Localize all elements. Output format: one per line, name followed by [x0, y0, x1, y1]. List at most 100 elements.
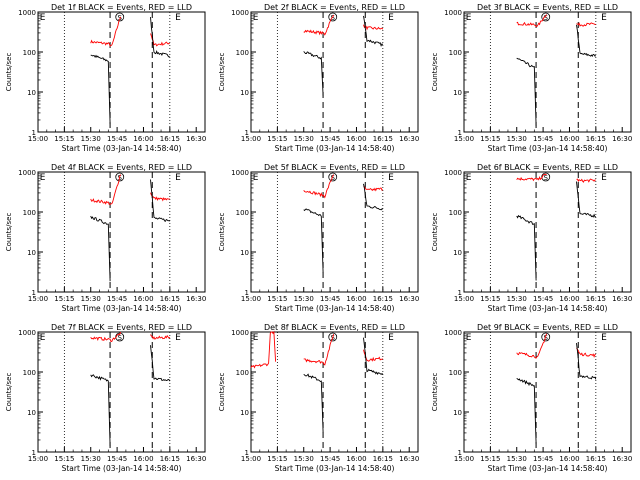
events-series-line	[150, 179, 171, 222]
x-tick-label: 16:00	[346, 135, 366, 143]
x-axis-label: Start Time (03-Jan-14 14:58:40)	[488, 464, 608, 473]
x-tick-label: 16:15	[160, 135, 180, 143]
y-tick-label: 100	[236, 369, 249, 377]
y-tick-label: 1	[32, 129, 36, 137]
s-marker: S	[331, 14, 336, 22]
x-tick-label: 15:45	[533, 455, 553, 463]
y-tick-label: 1000	[231, 9, 249, 17]
e-marker: E	[388, 333, 394, 343]
e-marker: E	[601, 173, 607, 183]
y-tick-label: 100	[23, 369, 36, 377]
y-tick-label: 1000	[18, 329, 36, 337]
events-series-line	[576, 181, 596, 218]
y-tick-label: 1	[32, 289, 36, 297]
events-series-line	[150, 345, 171, 382]
x-tick-label: 15:45	[320, 135, 340, 143]
x-tick-label: 15:45	[320, 295, 340, 303]
s-marker: S	[118, 174, 123, 182]
y-axis-label: Counts/sec	[218, 53, 226, 92]
lld-series-line	[576, 22, 596, 27]
lld-series-line	[516, 333, 548, 359]
plot-frame	[37, 11, 206, 133]
panel-det-6: Det 6f BLACK = Events, RED = LLD 1 10 100 10…	[431, 163, 632, 313]
events-series-line	[516, 57, 537, 126]
y-tick-label: 10	[240, 249, 249, 257]
plot-frame	[37, 331, 206, 453]
y-tick-label: 100	[449, 49, 462, 57]
panel-det-8: Det 8f BLACK = Events, RED = LLD 1 10 100 10…	[218, 323, 419, 473]
x-tick-label: 16:15	[586, 295, 606, 303]
x-tick-label: 16:15	[373, 135, 393, 143]
y-tick-label: 1000	[444, 169, 462, 177]
plot-frame	[37, 171, 206, 293]
lld-series-line	[90, 174, 122, 205]
y-tick-label: 100	[23, 209, 36, 217]
x-axis-label: Start Time (03-Jan-14 14:58:40)	[275, 464, 395, 473]
e-marker: E	[253, 13, 259, 23]
events-series-line	[303, 373, 324, 433]
x-tick-label: 15:15	[54, 135, 74, 143]
y-tick-label: 100	[236, 209, 249, 217]
plot-frame	[463, 11, 632, 133]
x-tick-label: 15:00	[28, 455, 48, 463]
events-series-line	[90, 54, 111, 125]
s-marker-circle	[541, 172, 551, 182]
y-axis-label: Counts/sec	[5, 213, 13, 252]
panel-title: Det 5f BLACK = Events, RED = LLD	[264, 163, 405, 172]
x-tick-label: 16:15	[586, 135, 606, 143]
x-tick-label: 15:30	[294, 135, 314, 143]
lld-series-line	[90, 16, 122, 47]
y-tick-label: 1	[245, 129, 249, 137]
y-tick-label: 100	[449, 369, 462, 377]
events-series-line	[303, 51, 324, 96]
x-tick-label: 16:00	[346, 455, 366, 463]
x-tick-label: 16:30	[186, 295, 206, 303]
y-tick-label: 10	[453, 89, 462, 97]
panel-title: Det 8f BLACK = Events, RED = LLD	[264, 323, 405, 332]
x-tick-label: 15:15	[54, 455, 74, 463]
panel-det-4: Det 4f BLACK = Events, RED = LLD 1 10 100 10…	[5, 163, 206, 313]
lld-series-line	[150, 33, 170, 47]
x-tick-label: 15:30	[294, 455, 314, 463]
panel-title: Det 1f BLACK = Events, RED = LLD	[51, 3, 192, 12]
e-marker: E	[466, 13, 472, 23]
lld-series-line	[303, 174, 335, 199]
e-marker: E	[175, 173, 181, 183]
x-tick-label: 15:00	[28, 295, 48, 303]
y-axis-label: Counts/sec	[218, 373, 226, 412]
plot-frame	[463, 331, 632, 453]
y-axis-label: Counts/sec	[431, 213, 439, 252]
panel-det-3: Det 3f BLACK = Events, RED = LLD 1 10 100 10…	[431, 3, 632, 153]
y-tick-label: 10	[240, 409, 249, 417]
y-tick-label: 1	[458, 129, 462, 137]
events-series-line	[576, 343, 597, 380]
y-axis-label: Counts/sec	[431, 373, 439, 412]
lld-series-line	[516, 14, 547, 28]
s-marker: S	[544, 334, 549, 342]
e-marker: E	[40, 333, 46, 343]
lld-series-line	[516, 173, 547, 182]
y-tick-label: 1	[458, 449, 462, 457]
y-tick-label: 1000	[18, 169, 36, 177]
x-tick-label: 15:45	[533, 295, 553, 303]
x-tick-label: 15:45	[533, 135, 553, 143]
s-marker-circle	[115, 12, 125, 22]
y-tick-label: 100	[449, 209, 462, 217]
panel-title: Det 3f BLACK = Events, RED = LLD	[477, 3, 618, 12]
x-tick-label: 15:15	[480, 295, 500, 303]
x-tick-label: 16:00	[346, 295, 366, 303]
x-tick-label: 15:15	[267, 135, 287, 143]
panel-title: Det 7f BLACK = Events, RED = LLD	[51, 323, 192, 332]
x-tick-label: 16:00	[133, 455, 153, 463]
panel-det-9: Det 9f BLACK = Events, RED = LLD 1 10 100 10…	[431, 323, 632, 473]
x-tick-label: 16:30	[399, 455, 419, 463]
events-series-line	[90, 374, 111, 447]
s-marker-circle	[328, 12, 338, 22]
lld-series-line	[250, 330, 277, 369]
s-marker: S	[118, 334, 123, 342]
lld-series-line	[303, 14, 335, 36]
y-axis-label: Counts/sec	[5, 53, 13, 92]
plot-frame	[250, 171, 419, 293]
